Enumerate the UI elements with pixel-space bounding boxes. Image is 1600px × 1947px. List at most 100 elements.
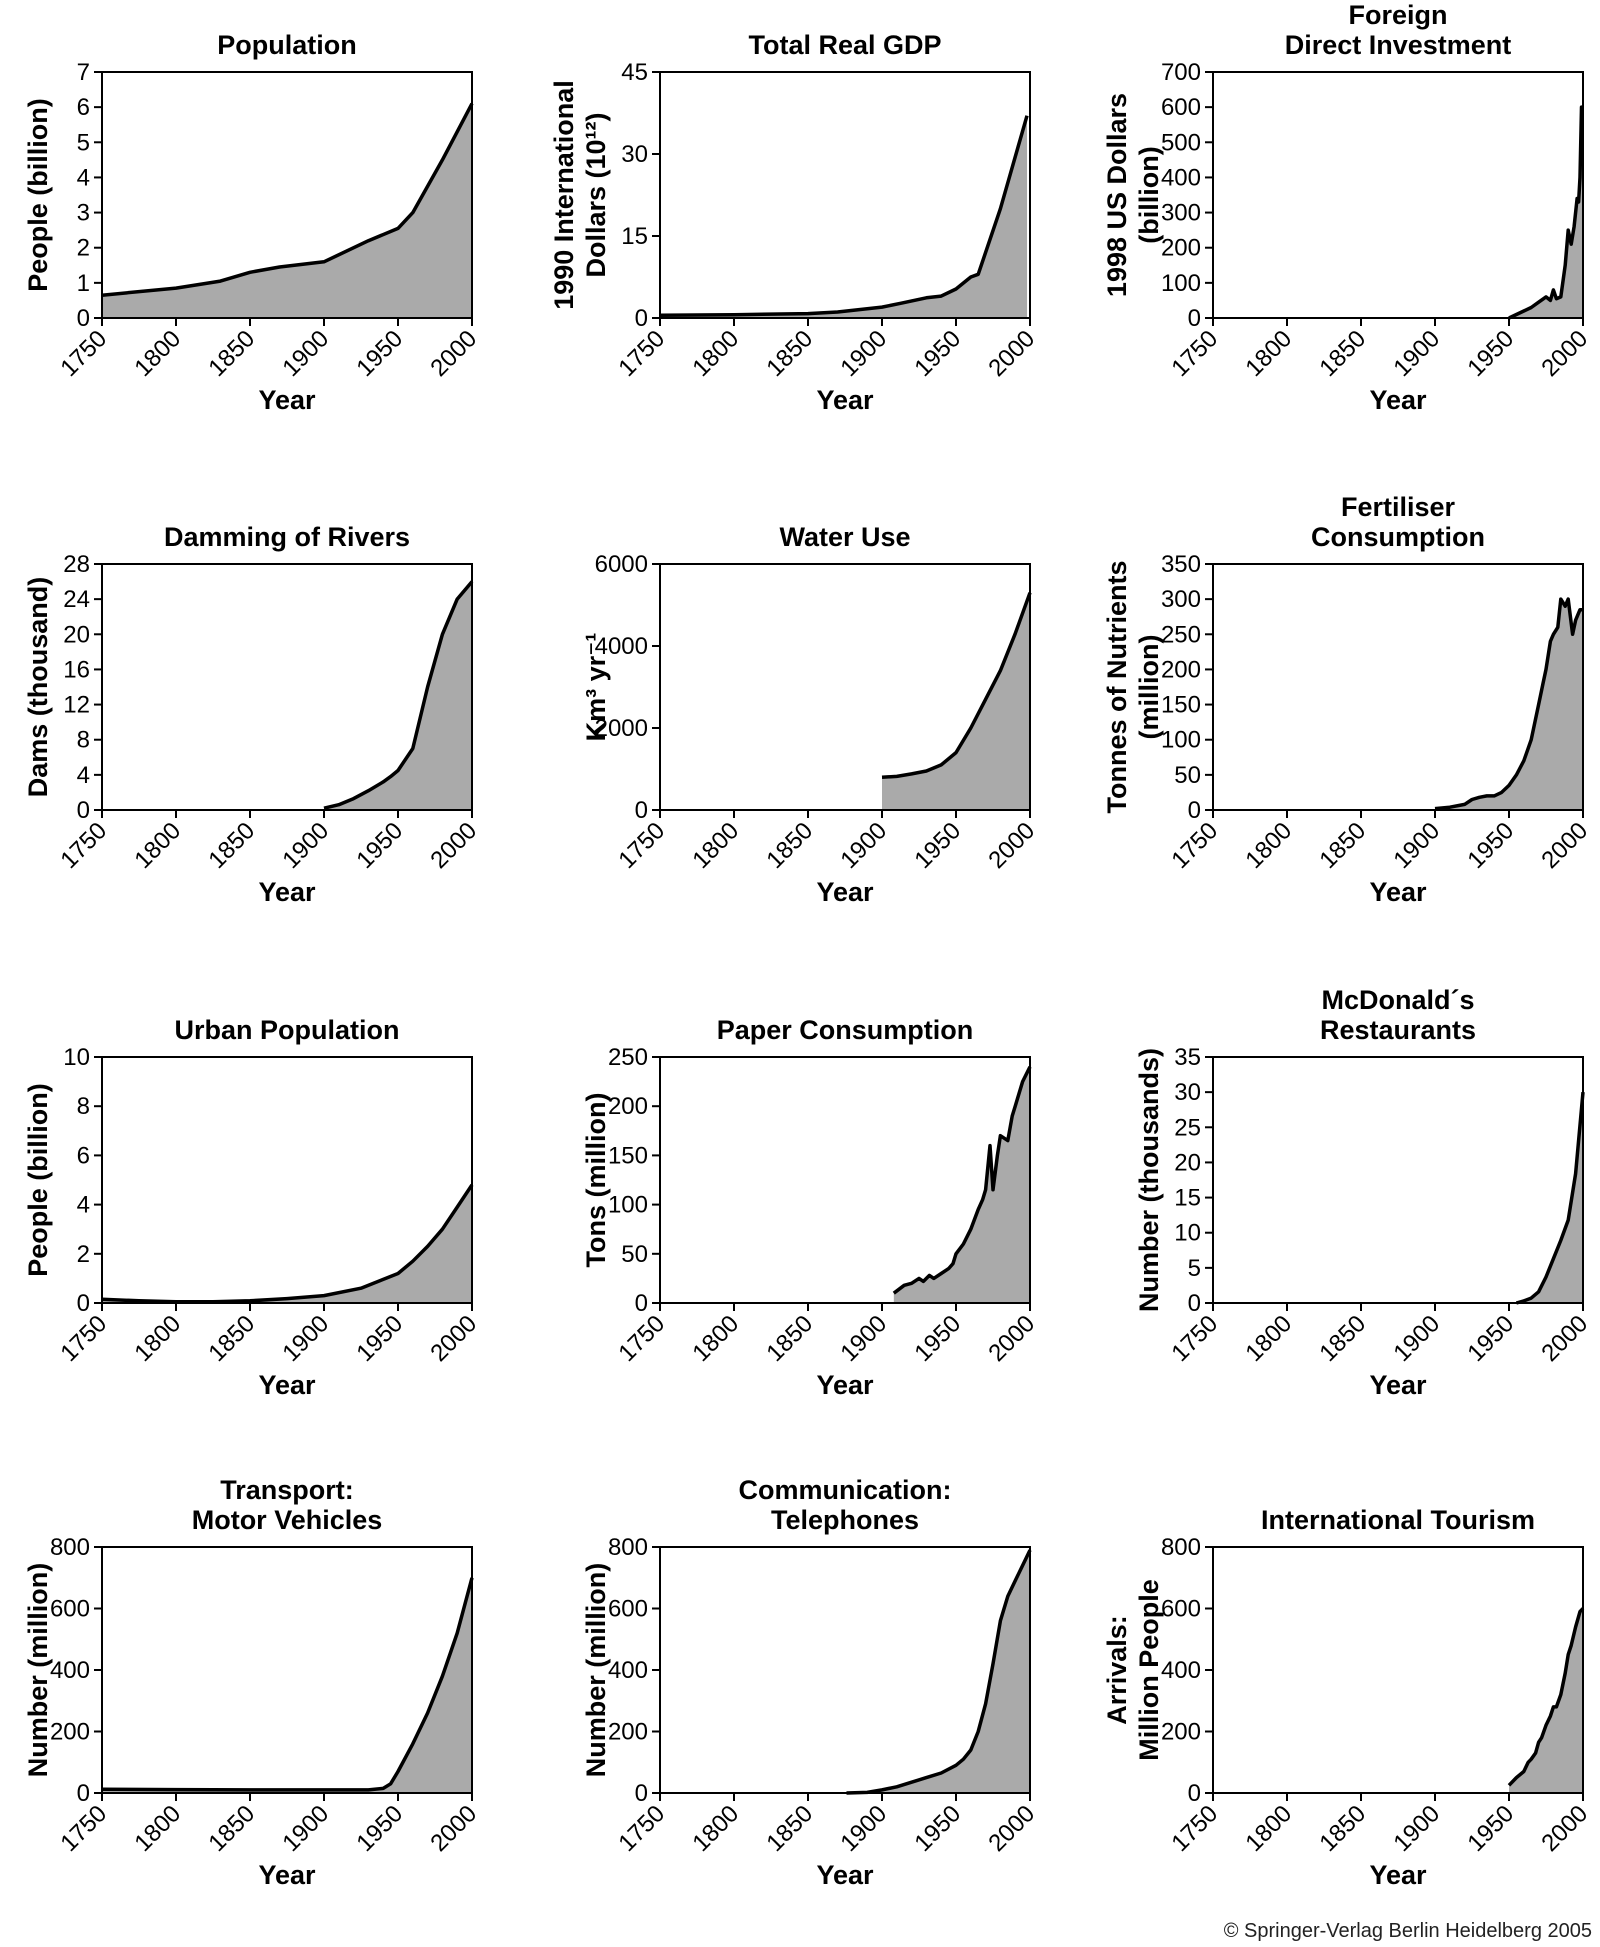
x-tick-label: 1950: [1462, 325, 1519, 382]
x-tick-label: 1900: [835, 1310, 892, 1367]
y-tick-label: 8: [77, 727, 90, 754]
x-tick-label: 1850: [203, 1310, 260, 1367]
y-axis-label: Arrivals:Million People: [1102, 1579, 1164, 1761]
y-tick-label: 600: [1161, 94, 1201, 121]
x-tick-label: 2000: [1536, 1310, 1593, 1367]
x-tick-label: 1850: [1314, 325, 1371, 382]
y-tick-label: 15: [621, 223, 648, 250]
y-tick-label: 200: [608, 1719, 648, 1746]
y-tick-label: 800: [50, 1534, 90, 1561]
y-tick-label: 0: [1188, 305, 1201, 332]
x-tick-label: 1750: [55, 325, 112, 382]
y-tick-label: 0: [635, 1780, 648, 1807]
y-tick-label: 700: [1161, 59, 1201, 86]
y-tick-label: 200: [50, 1719, 90, 1746]
y-tick-label: 600: [1161, 1596, 1201, 1623]
chart-title: Communication: Telephones: [739, 1475, 952, 1535]
x-tick-label: 2000: [1536, 817, 1593, 874]
y-tick-label: 0: [1188, 797, 1201, 824]
x-axis-label: Year: [1369, 385, 1427, 415]
plot-frame: [1212, 1546, 1584, 1794]
y-tick-label: 0: [635, 1290, 648, 1317]
y-tick-label: 150: [1161, 692, 1201, 719]
plot-frame: [101, 1056, 473, 1304]
y-tick-label: 0: [1188, 1780, 1201, 1807]
series-area: [102, 1184, 472, 1303]
chart-panel-12: International Tourism 0 200 400 600 800 1750 18…: [1102, 1505, 1593, 1890]
y-axis-label: Dams (thousand): [23, 577, 53, 798]
y-axis-label: Number (thousands): [1134, 1048, 1164, 1312]
y-tick-label: 0: [77, 1290, 90, 1317]
chart-title: McDonald´s Restaurants: [1320, 985, 1476, 1045]
chart-panel-11: Communication: Telephones 0 200 400 600 800 175…: [581, 1475, 1040, 1890]
y-tick-label: 25: [1174, 1114, 1201, 1141]
chart-panel-2: Total Real GDP 0 15 30 45 1750 1800 1850 1900 195…: [549, 30, 1040, 415]
y-axis-label: Tonnes of Nutrients(million): [1102, 561, 1164, 814]
y-tick-label: 45: [621, 59, 648, 86]
x-axis-label: Year: [258, 877, 316, 907]
series-line: [846, 1549, 1032, 1795]
y-tick-label: 0: [635, 797, 648, 824]
y-tick-label: 200: [1161, 656, 1201, 683]
series-area: [1516, 1092, 1583, 1303]
copyright-notice: © Springer-Verlag Berlin Heidelberg 2005: [1223, 1920, 1592, 1942]
chart-panel-9: McDonald´s Restaurants 0 5 10 15 20 25 30 35 1750 1…: [1134, 985, 1593, 1400]
y-tick-label: 6000: [595, 551, 648, 578]
series-line: [892, 1066, 1032, 1295]
x-tick-label: 1850: [761, 1310, 818, 1367]
x-tick-label: 1750: [1166, 325, 1223, 382]
x-tick-label: 1950: [909, 817, 966, 874]
y-tick-label: 30: [621, 141, 648, 168]
plot-frame: [1212, 71, 1584, 319]
x-axis-label: Year: [1369, 877, 1427, 907]
x-tick-label: 1900: [835, 817, 892, 874]
chart-panel-4: Damming of Rivers 0 4 8 12 16 20 24 28 1750 1800 18…: [23, 522, 482, 907]
series-area: [893, 1066, 1030, 1303]
x-tick-label: 1900: [277, 1310, 334, 1367]
chart-title: Foreign Direct Investment: [1285, 0, 1512, 60]
y-axis-label: 1990 InternationalDollars (10¹²): [549, 80, 611, 310]
x-tick-label: 1750: [613, 1310, 670, 1367]
plot-frame: [101, 71, 473, 319]
y-tick-label: 0: [1188, 1290, 1201, 1317]
plot-frame: [659, 1056, 1031, 1304]
x-tick-label: 1800: [687, 817, 744, 874]
x-tick-label: 1950: [1462, 1310, 1519, 1367]
y-tick-label: 0: [635, 305, 648, 332]
x-tick-label: 1850: [1314, 1800, 1371, 1857]
y-tick-label: 7: [77, 59, 90, 86]
x-tick-label: 2000: [983, 1800, 1040, 1857]
chart-title: Transport: Motor Vehicles: [192, 1475, 383, 1535]
y-axis-label: Km³ yr⁻¹: [581, 633, 611, 742]
x-tick-label: 1750: [1166, 1310, 1223, 1367]
x-tick-label: 1950: [351, 325, 408, 382]
y-axis-label: Number (million): [581, 1563, 611, 1778]
x-tick-label: 1950: [1462, 1800, 1519, 1857]
x-tick-label: 1750: [613, 817, 670, 874]
x-tick-label: 1900: [1388, 325, 1445, 382]
y-tick-label: 400: [1161, 164, 1201, 191]
y-tick-label: 15: [1174, 1185, 1201, 1212]
x-tick-label: 1950: [351, 1800, 408, 1857]
y-tick-label: 100: [608, 1192, 648, 1219]
x-tick-label: 1800: [1240, 325, 1297, 382]
y-tick-label: 0: [77, 1780, 90, 1807]
x-tick-label: 1800: [129, 1310, 186, 1367]
y-tick-label: 200: [608, 1093, 648, 1120]
y-tick-label: 400: [608, 1657, 648, 1684]
series-area: [1435, 599, 1583, 810]
x-tick-label: 1950: [351, 1310, 408, 1367]
series-area: [324, 581, 472, 810]
x-tick-label: 1950: [1462, 817, 1519, 874]
x-tick-label: 2000: [1536, 1800, 1593, 1857]
plot-frame: [101, 563, 473, 811]
y-tick-label: 2000: [595, 715, 648, 742]
x-tick-label: 1900: [1388, 1800, 1445, 1857]
y-tick-label: 3: [77, 200, 90, 227]
chart-title: International Tourism: [1261, 1505, 1535, 1535]
x-axis-label: Year: [816, 877, 874, 907]
series-area: [660, 115, 1028, 318]
series-line: [1507, 1607, 1585, 1787]
x-tick-label: 2000: [425, 1800, 482, 1857]
x-tick-label: 1850: [203, 817, 260, 874]
